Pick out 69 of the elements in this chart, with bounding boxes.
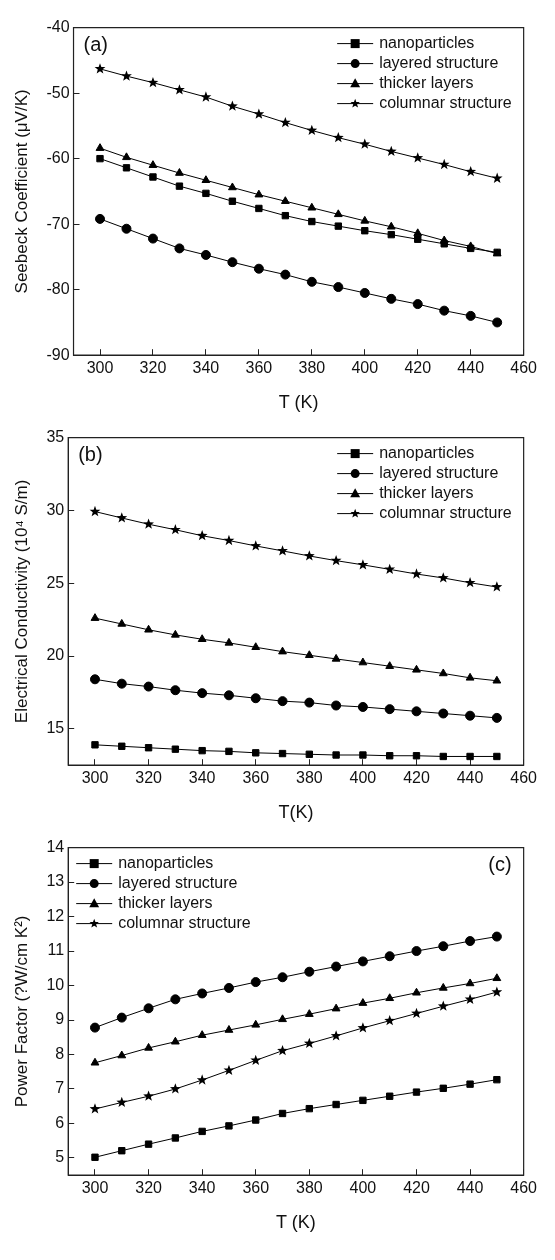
x-tick-label: 340 bbox=[188, 769, 216, 787]
x-axis-title: T (K) bbox=[276, 1212, 316, 1233]
annotation: (b) bbox=[78, 443, 103, 466]
y-tick-label: -50 bbox=[46, 83, 70, 101]
annotation: (a) bbox=[83, 33, 108, 56]
y-tick-label: 9 bbox=[55, 1010, 65, 1028]
x-tick-label: 360 bbox=[245, 359, 273, 377]
x-tick-label: 400 bbox=[349, 1179, 377, 1197]
y-tick-label: 12 bbox=[46, 906, 65, 924]
x-tick-label: 300 bbox=[81, 1179, 109, 1197]
y-tick-label: 6 bbox=[55, 1113, 65, 1131]
legend-label: nanoparticles bbox=[379, 444, 475, 462]
x-tick-label: 380 bbox=[298, 359, 326, 377]
y-tick-label: 14 bbox=[46, 838, 65, 856]
x-tick-label: 460 bbox=[510, 769, 538, 787]
annotation: (c) bbox=[488, 853, 512, 876]
y-tick-label: -80 bbox=[46, 280, 70, 298]
y-tick-label: 11 bbox=[47, 941, 65, 959]
y-tick-label: 8 bbox=[55, 1044, 65, 1062]
y-axis-title: Power Factor (?W/cm K²) bbox=[11, 915, 31, 1108]
y-tick-label: 5 bbox=[55, 1148, 65, 1166]
y-tick-label: 10 bbox=[46, 975, 65, 993]
x-tick-label: 340 bbox=[188, 1179, 216, 1197]
x-tick-label: 360 bbox=[242, 1179, 270, 1197]
x-tick-label: 420 bbox=[403, 769, 430, 787]
x-tick-label: 460 bbox=[510, 1179, 538, 1197]
x-tick-label: 440 bbox=[456, 1179, 484, 1197]
legend-label: nanoparticles bbox=[118, 854, 214, 872]
x-tick-label: 300 bbox=[81, 769, 109, 787]
legend-label: columnar structure bbox=[379, 504, 512, 522]
y-tick-label: -60 bbox=[46, 149, 70, 167]
x-tick-label: 340 bbox=[192, 359, 220, 377]
y-axis-title: Seebeck Coefficient (μV/K) bbox=[11, 89, 31, 294]
x-tick-label: 380 bbox=[295, 1179, 323, 1197]
y-tick-label: 35 bbox=[46, 428, 65, 446]
x-axis-title: T (K) bbox=[278, 392, 319, 413]
y-tick-label: 7 bbox=[55, 1079, 65, 1097]
y-tick-label: 13 bbox=[46, 872, 65, 890]
y-axis-title: Electrical Conductivity (10⁴ S/m) bbox=[11, 479, 31, 724]
y-tick-label: 20 bbox=[46, 646, 65, 664]
legend-label: layered structure bbox=[379, 464, 499, 482]
x-tick-label: 300 bbox=[86, 359, 114, 377]
legend-label: thicker layers bbox=[118, 894, 213, 912]
legend-label: thicker layers bbox=[379, 484, 474, 502]
y-tick-label: -40 bbox=[46, 18, 70, 36]
x-tick-label: 400 bbox=[351, 359, 379, 377]
y-tick-label: 15 bbox=[46, 719, 65, 737]
legend-label: layered structure bbox=[118, 874, 238, 892]
x-tick-label: 320 bbox=[135, 769, 163, 787]
x-tick-label: 320 bbox=[139, 359, 167, 377]
x-axis-title: T(K) bbox=[278, 802, 314, 823]
x-tick-label: 420 bbox=[404, 359, 432, 377]
x-tick-label: 400 bbox=[349, 769, 377, 787]
y-tick-label: 30 bbox=[46, 500, 65, 518]
y-tick-label: -70 bbox=[46, 214, 70, 232]
legend-label: columnar structure bbox=[379, 94, 512, 112]
x-tick-label: 380 bbox=[295, 769, 323, 787]
x-tick-label: 440 bbox=[457, 359, 485, 377]
legend-label: layered structure bbox=[379, 54, 499, 72]
legend-label: thicker layers bbox=[379, 74, 474, 92]
legend-label: columnar structure bbox=[118, 914, 251, 932]
x-tick-label: 320 bbox=[135, 1179, 163, 1197]
x-tick-label: 440 bbox=[456, 769, 484, 787]
y-tick-label: 25 bbox=[46, 573, 65, 591]
legend-label: nanoparticles bbox=[379, 34, 475, 52]
x-tick-label: 360 bbox=[242, 769, 270, 787]
x-tick-label: 460 bbox=[510, 359, 538, 377]
x-tick-label: 420 bbox=[403, 1179, 430, 1197]
y-tick-label: -90 bbox=[46, 345, 70, 363]
